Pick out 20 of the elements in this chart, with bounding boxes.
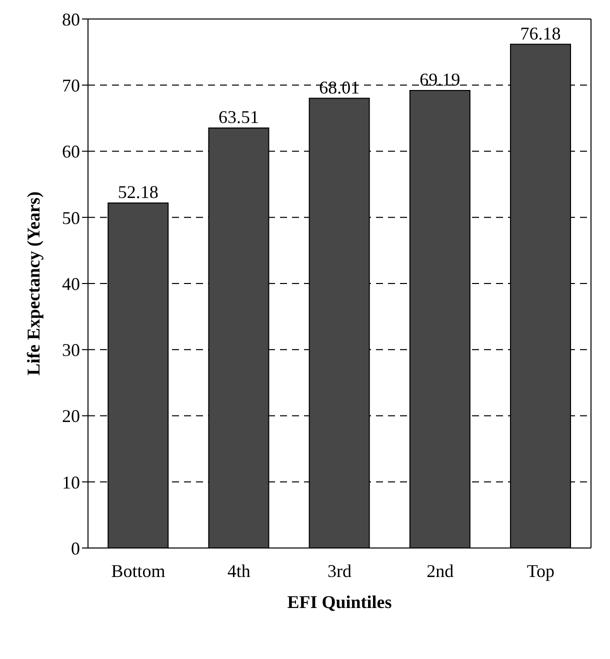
x-tick-label: Top	[526, 560, 555, 581]
x-tick-label: 2nd	[426, 560, 454, 581]
x-tick-label: 4th	[227, 560, 250, 581]
y-axis-title: Life Expectancy (Years)	[23, 192, 44, 376]
y-tick-label: 10	[62, 472, 80, 492]
y-tick-label: 60	[62, 142, 80, 162]
y-tick-label: 20	[62, 406, 80, 426]
y-tick-label: 80	[62, 9, 80, 30]
y-tick-label: 0	[71, 538, 80, 558]
data-label: 69.19	[420, 69, 460, 90]
y-tick-label: 30	[62, 340, 80, 360]
y-tick-label: 50	[62, 208, 80, 228]
data-label: 76.18	[520, 23, 561, 44]
data-label: 63.51	[218, 107, 259, 128]
y-tick-label: 70	[62, 76, 80, 96]
y-tick-label: 40	[62, 274, 80, 294]
x-axis-title: EFI Quintiles	[287, 592, 392, 612]
x-tick-label: 3rd	[328, 560, 352, 581]
data-label: 52.18	[118, 182, 158, 202]
x-tick-label: Bottom	[111, 560, 166, 581]
